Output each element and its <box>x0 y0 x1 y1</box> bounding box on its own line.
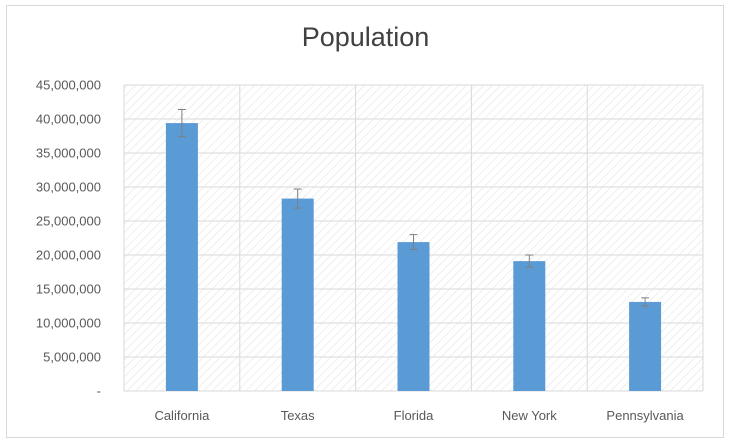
x-tick-label-pennsylvania: Pennsylvania <box>606 408 684 423</box>
error-bar-california <box>177 108 186 138</box>
bars-layer <box>165 123 662 391</box>
error-bars-layer <box>177 108 650 307</box>
x-tick-label-texas: Texas <box>281 408 315 423</box>
y-tick-label-2: 10,000,000 <box>36 316 101 331</box>
x-tick-label-florida: Florida <box>394 408 435 423</box>
error-bar-new-york <box>525 254 534 268</box>
error-bar-florida <box>409 234 418 251</box>
bar-pennsylvania <box>629 301 662 391</box>
x-tick-label-california: California <box>154 408 210 423</box>
bar-texas <box>281 198 314 391</box>
y-tick-label-3: 15,000,000 <box>36 282 101 297</box>
x-axis-labels: California Texas Florida New York Pennsylvan… <box>154 408 684 423</box>
bar-california <box>165 123 198 391</box>
y-tick-label-7: 35,000,000 <box>36 146 101 161</box>
y-tick-label-4: 20,000,000 <box>36 248 101 263</box>
bar-florida <box>397 242 430 391</box>
bar-new-york <box>513 261 546 391</box>
y-tick-label-8: 40,000,000 <box>36 112 101 127</box>
y-tick-label-6: 30,000,000 <box>36 180 101 195</box>
y-tick-label-1: 5,000,000 <box>43 350 101 365</box>
y-axis-labels: - 5,000,000 10,000,000 15,000,000 20,000,000… <box>36 78 101 399</box>
chart-title: Population <box>301 22 430 52</box>
y-tick-label-5: 25,000,000 <box>36 214 101 229</box>
y-tick-label-0: - <box>97 384 101 399</box>
x-tick-label-new-york: New York <box>502 408 557 423</box>
error-bar-texas <box>293 188 302 209</box>
y-tick-label-9: 45,000,000 <box>36 78 101 93</box>
error-bar-pennsylvania <box>641 297 650 307</box>
